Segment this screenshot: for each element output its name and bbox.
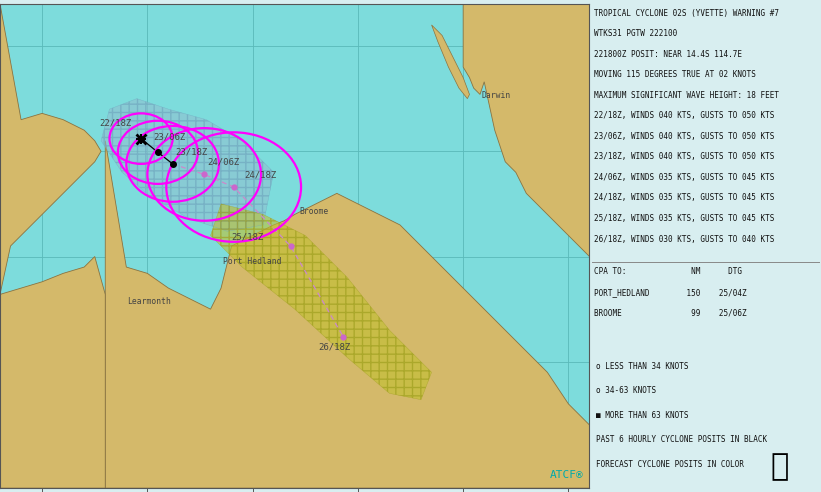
- Text: PORT_HEDLAND        150    25/04Z: PORT_HEDLAND 150 25/04Z: [594, 288, 747, 297]
- Text: Learmonth: Learmonth: [127, 297, 172, 306]
- Text: MAXIMUM SIGNIFICANT WAVE HEIGHT: 18 FEET: MAXIMUM SIGNIFICANT WAVE HEIGHT: 18 FEET: [594, 91, 779, 100]
- Text: 25/18Z, WINDS 035 KTS, GUSTS TO 045 KTS: 25/18Z, WINDS 035 KTS, GUSTS TO 045 KTS: [594, 214, 774, 223]
- Text: TROPICAL CYCLONE 02S (YVETTE) WARNING #7: TROPICAL CYCLONE 02S (YVETTE) WARNING #7: [594, 9, 779, 18]
- Polygon shape: [0, 4, 101, 294]
- Text: o 34-63 KNOTS: o 34-63 KNOTS: [596, 386, 657, 395]
- Text: 🌀: 🌀: [770, 452, 788, 481]
- Polygon shape: [463, 4, 589, 256]
- Text: FORECAST CYCLONE POSITS IN COLOR: FORECAST CYCLONE POSITS IN COLOR: [596, 460, 745, 469]
- Text: 24/18Z, WINDS 035 KTS, GUSTS TO 045 KTS: 24/18Z, WINDS 035 KTS, GUSTS TO 045 KTS: [594, 193, 774, 203]
- Text: Broome: Broome: [299, 207, 328, 216]
- Text: Darwin: Darwin: [481, 91, 511, 99]
- Polygon shape: [101, 98, 273, 231]
- Text: 22/18Z, WINDS 040 KTS, GUSTS TO 050 KTS: 22/18Z, WINDS 040 KTS, GUSTS TO 050 KTS: [594, 111, 774, 121]
- Text: ATCF®: ATCF®: [549, 470, 583, 480]
- Text: CPA TO:              NM      DTG: CPA TO: NM DTG: [594, 267, 742, 277]
- Text: MOVING 115 DEGREES TRUE AT 02 KNOTS: MOVING 115 DEGREES TRUE AT 02 KNOTS: [594, 70, 756, 79]
- Text: Port Hedland: Port Hedland: [223, 257, 282, 266]
- Text: 221800Z POSIT: NEAR 14.4S 114.7E: 221800Z POSIT: NEAR 14.4S 114.7E: [594, 50, 742, 59]
- Text: 22/18Z: 22/18Z: [99, 119, 131, 128]
- Text: 23/18Z, WINDS 040 KTS, GUSTS TO 050 KTS: 23/18Z, WINDS 040 KTS, GUSTS TO 050 KTS: [594, 153, 774, 161]
- Polygon shape: [105, 141, 589, 488]
- Text: WTKS31 PGTW 222100: WTKS31 PGTW 222100: [594, 30, 677, 38]
- Text: 26/18Z, WINDS 030 KTS, GUSTS TO 040 KTS: 26/18Z, WINDS 030 KTS, GUSTS TO 040 KTS: [594, 235, 774, 244]
- Text: 23/06Z: 23/06Z: [154, 133, 186, 142]
- Polygon shape: [0, 256, 105, 488]
- Text: 25/18Z: 25/18Z: [232, 233, 264, 242]
- Text: 24/06Z: 24/06Z: [208, 158, 240, 167]
- Text: 23/18Z: 23/18Z: [176, 148, 208, 156]
- Text: 24/06Z, WINDS 035 KTS, GUSTS TO 045 KTS: 24/06Z, WINDS 035 KTS, GUSTS TO 045 KTS: [594, 173, 774, 182]
- Text: ■ MORE THAN 63 KNOTS: ■ MORE THAN 63 KNOTS: [596, 411, 689, 420]
- Text: 24/18Z: 24/18Z: [244, 171, 277, 180]
- Text: 26/18Z: 26/18Z: [318, 342, 350, 351]
- Text: o LESS THAN 34 KNOTS: o LESS THAN 34 KNOTS: [596, 362, 689, 370]
- Polygon shape: [432, 25, 470, 98]
- Text: PAST 6 HOURLY CYCLONE POSITS IN BLACK: PAST 6 HOURLY CYCLONE POSITS IN BLACK: [596, 435, 768, 444]
- Text: 23/06Z, WINDS 040 KTS, GUSTS TO 050 KTS: 23/06Z, WINDS 040 KTS, GUSTS TO 050 KTS: [594, 132, 774, 141]
- Text: BROOME               99    25/06Z: BROOME 99 25/06Z: [594, 308, 747, 317]
- Polygon shape: [210, 204, 432, 400]
